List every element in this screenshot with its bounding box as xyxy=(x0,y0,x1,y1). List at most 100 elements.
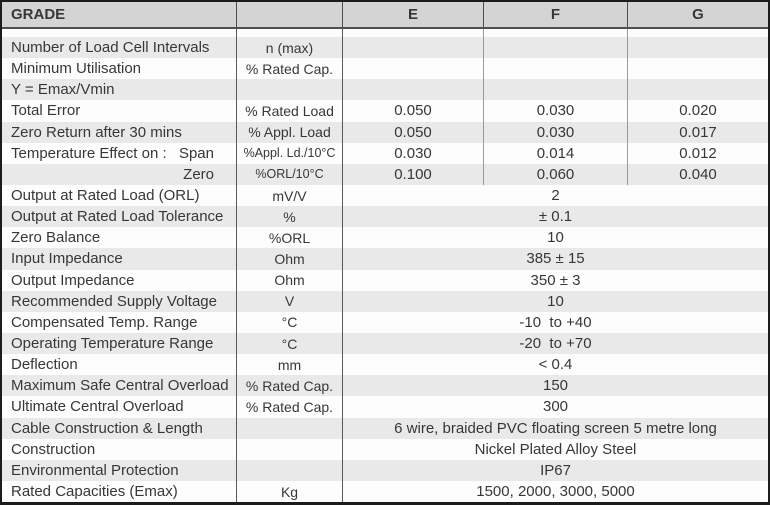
value-cell-merged: 10 xyxy=(342,227,768,249)
unit-cell: % Appl. Load xyxy=(236,121,342,143)
header-col-g: G xyxy=(627,2,768,27)
table-row: Ultimate Central Overload % Rated Cap. 300 xyxy=(2,396,768,418)
param-label: Recommended Supply Voltage xyxy=(11,292,217,310)
value-cell-e xyxy=(342,58,483,80)
value-cell-g: 0.040 xyxy=(627,163,768,185)
param-cell: Recommended Supply Voltage xyxy=(2,291,236,312)
unit-cell: Ohm xyxy=(236,248,342,270)
param-cell: Output at Rated Load Tolerance xyxy=(2,206,236,227)
value-cell-merged: 385 ± 15 xyxy=(342,248,768,270)
spacer-row xyxy=(2,29,768,37)
param-cell: Environmental Protection xyxy=(2,460,236,481)
table-row: Input Impedance Ohm 385 ± 15 xyxy=(2,248,768,270)
param-cell: Total Error xyxy=(2,100,236,121)
value-cell-e: 0.050 xyxy=(342,121,483,143)
unit-cell xyxy=(236,79,342,101)
param-cell: Zero xyxy=(2,164,236,185)
header-col-f: F xyxy=(483,2,627,27)
value-cell-merged: 350 ± 3 xyxy=(342,269,768,291)
value-cell-merged: IP67 xyxy=(342,459,768,481)
param-cell: Input Impedance xyxy=(2,248,236,269)
param-label: Environmental Protection xyxy=(11,461,179,479)
param-cell: Temperature Effect on : Span xyxy=(2,143,236,164)
header-units xyxy=(236,2,342,27)
param-sublabel: Span xyxy=(178,144,214,162)
param-cell: Output Impedance xyxy=(2,270,236,291)
unit-cell: % xyxy=(236,206,342,228)
param-label: Y = Emax/Vmin xyxy=(11,81,115,99)
param-label: Total Error xyxy=(11,102,81,120)
unit-cell: Ohm xyxy=(236,269,342,291)
unit-cell xyxy=(236,438,342,460)
value-cell-merged: -20 to +70 xyxy=(342,332,768,355)
value-cell-f: 0.030 xyxy=(483,121,627,143)
param-cell: Maximum Safe Central Overload xyxy=(2,375,236,396)
value-cell-f xyxy=(483,37,627,59)
param-label: Deflection xyxy=(11,356,78,374)
param-label: Output at Rated Load (ORL) xyxy=(11,187,200,205)
param-cell: Zero Balance xyxy=(2,227,236,248)
value-cell-merged: < 0.4 xyxy=(342,354,768,376)
param-cell: Compensated Temp. Range xyxy=(2,312,236,333)
unit-cell: % Rated Cap. xyxy=(236,58,342,80)
value-cell-merged: 2 xyxy=(342,184,768,207)
table-row: Cable Construction & Length 6 wire, braid… xyxy=(2,417,768,439)
value-cell-f: 0.030 xyxy=(483,100,627,122)
table-row: Operating Temperature Range °C -20 to +70 xyxy=(2,332,768,355)
param-cell: Ultimate Central Overload xyxy=(2,396,236,417)
unit-cell: % Rated Cap. xyxy=(236,396,342,418)
param-label: Construction xyxy=(11,440,96,458)
value-cell-f: 0.014 xyxy=(483,142,627,164)
value-cell-merged: 10 xyxy=(342,290,768,312)
table-row: Minimum Utilisation % Rated Cap. xyxy=(2,58,768,80)
value-cell-g: 0.017 xyxy=(627,121,768,143)
param-label: Output at Rated Load Tolerance xyxy=(11,208,224,226)
value-cell-merged: 1500, 2000, 3000, 5000 xyxy=(342,480,768,503)
value-cell-merged: -10 to +40 xyxy=(342,311,768,333)
table-row: Y = Emax/Vmin xyxy=(2,79,768,101)
unit-cell: %Appl. Ld./10°C xyxy=(236,142,342,164)
value-cell-g xyxy=(627,79,768,101)
param-label: Ultimate Central Overload xyxy=(11,398,184,416)
unit-cell xyxy=(236,417,342,439)
spacer-cell xyxy=(236,29,342,37)
spacer-cell xyxy=(627,29,768,37)
value-cell-e: 0.100 xyxy=(342,163,483,185)
unit-cell: Kg xyxy=(236,480,342,503)
param-label: Operating Temperature Range xyxy=(11,335,214,353)
unit-cell: V xyxy=(236,290,342,312)
param-cell: Number of Load Cell Intervals xyxy=(2,37,236,58)
param-label: Cable Construction & Length xyxy=(11,419,203,437)
value-cell-merged: Nickel Plated Alloy Steel xyxy=(342,438,768,460)
table-row: Output Impedance Ohm 350 ± 3 xyxy=(2,269,768,291)
spacer-cell xyxy=(342,29,483,37)
table-row: Number of Load Cell Intervals n (max) xyxy=(2,37,768,59)
param-label: Maximum Safe Central Overload xyxy=(11,377,229,395)
param-label: Rated Capacities (Emax) xyxy=(11,483,178,501)
param-label: Output Impedance xyxy=(11,271,135,289)
param-cell: Output at Rated Load (ORL) xyxy=(2,185,236,206)
value-cell-merged: ± 0.1 xyxy=(342,206,768,228)
param-label: Zero Return after 30 mins xyxy=(11,123,182,141)
param-label: Compensated Temp. Range xyxy=(11,313,198,331)
value-cell-f xyxy=(483,79,627,101)
table-row: Recommended Supply Voltage V 10 xyxy=(2,290,768,312)
spacer-cell xyxy=(483,29,627,37)
value-cell-merged: 300 xyxy=(342,396,768,418)
param-label: Zero Balance xyxy=(11,229,101,247)
table-header: GRADE E F G xyxy=(2,2,768,29)
table-row: Zero Balance %ORL 10 xyxy=(2,227,768,249)
unit-cell: % Rated Load xyxy=(236,100,342,122)
param-label: Number of Load Cell Intervals xyxy=(11,39,210,57)
value-cell-g: 0.020 xyxy=(627,100,768,122)
param-cell: Cable Construction & Length xyxy=(2,418,236,439)
value-cell-g: 0.012 xyxy=(627,142,768,164)
value-cell-e: 0.050 xyxy=(342,100,483,122)
table-row: Output at Rated Load Tolerance% ± 0.1 xyxy=(2,206,768,228)
spacer-cell xyxy=(2,29,236,37)
param-cell: Construction xyxy=(2,439,236,460)
param-cell: Minimum Utilisation xyxy=(2,58,236,79)
unit-cell: mV/V xyxy=(236,184,342,207)
header-grade: GRADE xyxy=(11,6,66,23)
unit-cell xyxy=(236,459,342,481)
